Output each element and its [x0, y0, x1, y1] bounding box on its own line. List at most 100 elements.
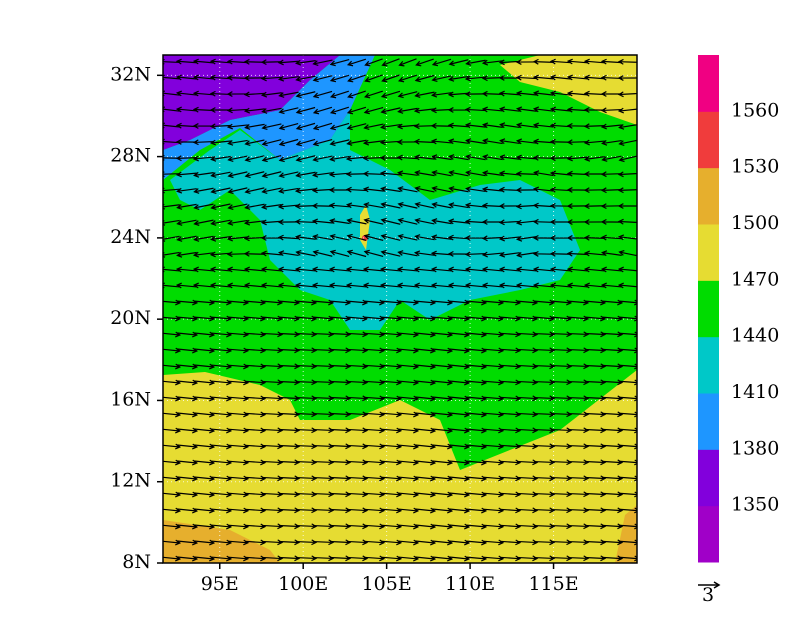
wind-arrow	[244, 187, 265, 195]
wind-arrow	[210, 235, 231, 242]
wind-arrow	[464, 266, 486, 273]
wind-arrow	[346, 218, 367, 225]
wind-arrow	[177, 443, 199, 450]
wind-arrow	[449, 523, 471, 530]
wind-arrow	[447, 234, 469, 241]
reference-vector-head	[713, 581, 721, 589]
wind-arrow	[517, 347, 539, 354]
wind-arrow	[210, 155, 231, 162]
wind-arrow	[619, 507, 637, 514]
wind-arrow	[447, 138, 469, 145]
wind-arrow	[432, 507, 454, 514]
wind-arrow	[600, 107, 622, 114]
wind-arrow	[329, 233, 350, 241]
wind-arrow	[534, 555, 556, 562]
wind-arrow	[617, 75, 637, 81]
wind-arrow	[517, 523, 539, 530]
wind-arrow	[294, 234, 316, 241]
wind-arrow	[330, 491, 352, 498]
wind-arrow	[194, 395, 216, 402]
wind-arrow	[226, 235, 248, 242]
wind-arrow	[363, 202, 384, 209]
wind-arrow	[243, 250, 266, 257]
wind-arrow	[193, 171, 214, 178]
wind-arrow	[243, 91, 265, 98]
wind-arrow	[330, 539, 352, 546]
wind-arrow	[619, 475, 637, 482]
colorbar-band	[698, 505, 719, 563]
wind-arrow	[328, 202, 350, 209]
wind-arrow	[449, 395, 471, 402]
wind-arrow	[413, 282, 435, 289]
wind-arrow	[619, 427, 637, 434]
wind-arrow	[585, 539, 607, 546]
wind-arrow	[345, 282, 367, 289]
wind-arrow	[617, 107, 637, 114]
wind-arrow	[481, 219, 504, 225]
wind-arrow	[481, 59, 503, 66]
wind-arrow	[362, 266, 384, 273]
wind-arrow	[432, 363, 454, 370]
colorbar-band	[698, 336, 719, 394]
wind-arrow	[414, 91, 435, 98]
wind-arrow	[534, 379, 556, 386]
x-tick-label: 105E	[362, 573, 412, 595]
wind-arrow	[617, 58, 637, 65]
wind-arrow	[398, 427, 420, 434]
wind-arrow	[566, 282, 588, 289]
wind-arrow	[566, 90, 588, 97]
wind-arrow	[550, 443, 573, 450]
colorbar-label: 1500	[731, 212, 779, 234]
wind-arrow	[194, 443, 216, 450]
contour-region	[615, 505, 637, 563]
wind-arrow	[345, 186, 367, 193]
wind-arrow	[277, 75, 299, 82]
wind-arrow	[585, 379, 607, 386]
wind-arrow	[295, 475, 318, 482]
wind-arrow	[279, 427, 301, 434]
wind-arrow	[260, 235, 283, 241]
wind-arrow	[379, 170, 401, 177]
wind-arrow	[601, 139, 622, 146]
wind-arrow	[227, 187, 248, 195]
wind-arrow	[329, 122, 350, 131]
wind-arrow	[517, 427, 539, 434]
wind-arrow	[311, 266, 333, 273]
wind-arrow	[413, 250, 435, 257]
wind-arrow	[396, 282, 418, 289]
wind-arrow	[330, 411, 352, 418]
wind-arrow	[261, 107, 282, 114]
wind-arrow	[295, 122, 316, 131]
wind-arrow	[567, 443, 590, 450]
wind-arrow	[311, 202, 334, 209]
wind-arrow	[617, 218, 637, 225]
wind-arrow	[515, 170, 538, 177]
wind-arrow	[397, 233, 418, 241]
wind-arrow	[279, 555, 301, 562]
wind-arrow	[398, 347, 420, 354]
wind-arrow	[619, 331, 637, 338]
wind-arrow	[415, 555, 437, 562]
wind-arrow	[515, 90, 537, 97]
wind-arrow	[617, 171, 637, 178]
wind-arrow	[414, 234, 435, 241]
wind-arrow	[517, 395, 539, 402]
wind-arrow	[177, 395, 199, 402]
wind-arrow	[398, 555, 420, 562]
wind-arrow	[177, 363, 199, 370]
wind-arrow	[601, 250, 622, 257]
wind-arrow	[194, 379, 216, 386]
wind-arrow	[379, 139, 401, 146]
wind-arrow	[194, 331, 216, 338]
wind-arrow	[549, 282, 571, 289]
wind-arrow	[566, 58, 588, 65]
wind-arrow	[397, 250, 418, 257]
wind-arrow	[619, 491, 637, 498]
wind-arrow	[566, 250, 588, 257]
wind-arrow	[243, 266, 265, 273]
wind-arrow	[449, 331, 471, 338]
wind-arrow	[227, 139, 248, 146]
wind-arrow	[431, 218, 452, 225]
wind-arrow	[278, 122, 299, 131]
wind-arrow	[347, 74, 366, 83]
